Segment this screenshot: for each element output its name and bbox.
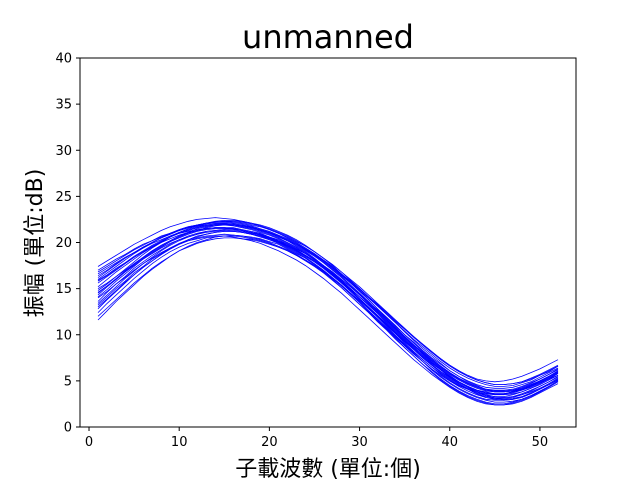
series-line-11 [97, 219, 559, 401]
x-axis-label: 子載波數 (單位:個) [235, 457, 421, 480]
x-tick-label: 30 [351, 435, 368, 450]
series-line-6 [97, 217, 559, 383]
x-tick-label: 10 [171, 435, 188, 450]
y-tick-label: 40 [55, 52, 72, 67]
y-tick-label: 5 [64, 374, 72, 389]
series-line-18 [97, 230, 559, 396]
series-line-15 [97, 230, 559, 401]
x-tick-label: 0 [85, 435, 93, 450]
x-axis-ticks: 0 10 20 30 40 50 [85, 427, 548, 450]
y-tick-label: 30 [55, 144, 72, 159]
y-axis-ticks: 0 5 10 15 20 25 30 35 40 [55, 52, 80, 436]
series-line-25 [97, 234, 559, 406]
series-line-21 [97, 227, 559, 389]
y-tick-label: 10 [55, 328, 72, 343]
y-tick-label: 0 [64, 421, 72, 436]
y-tick-label: 15 [55, 282, 72, 297]
series-line-24 [97, 229, 559, 393]
series-line-20 [97, 224, 559, 400]
y-tick-label: 35 [55, 98, 72, 113]
y-tick-label: 20 [55, 236, 72, 251]
series-line-5 [97, 235, 559, 405]
series-lines [97, 217, 559, 406]
chart-title: unmanned [242, 18, 414, 56]
x-tick-label: 50 [532, 435, 549, 450]
y-tick-label: 25 [55, 190, 72, 205]
y-axis-label: 振幅 (單位:dB) [23, 169, 48, 318]
x-tick-label: 40 [441, 435, 458, 450]
series-line-26 [97, 220, 559, 386]
series-line-7 [97, 235, 559, 406]
series-line-8 [97, 223, 559, 393]
x-tick-label: 20 [261, 435, 278, 450]
